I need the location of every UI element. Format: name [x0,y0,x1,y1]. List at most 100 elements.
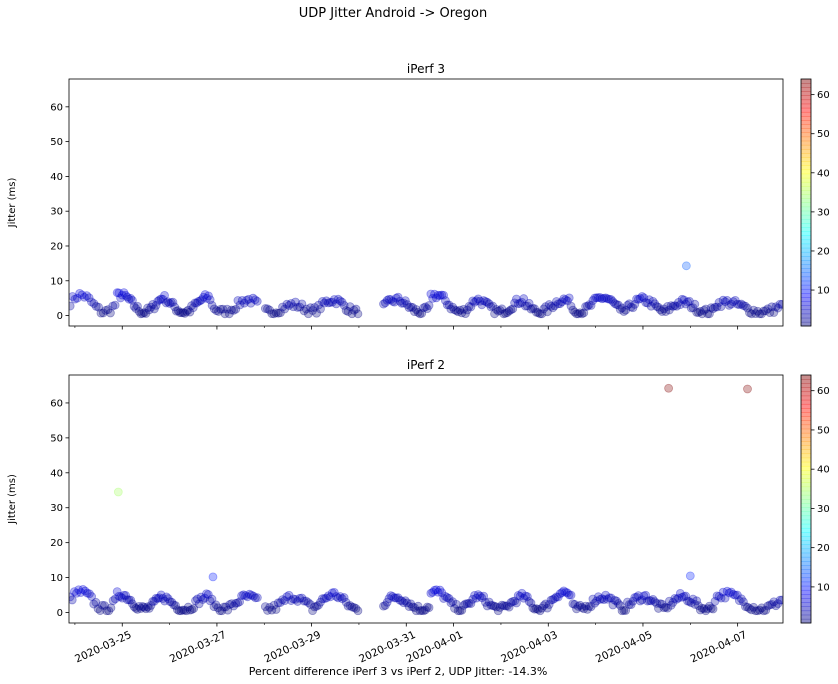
data-point [215,606,225,616]
data-point [235,597,245,607]
data-point [144,305,154,315]
data-point [437,588,447,598]
data-point [205,295,215,305]
outlier-point [664,383,674,393]
data-point [175,308,185,317]
data-point [701,304,711,314]
data-point [777,595,783,605]
data-point [195,296,205,306]
data-point [728,297,738,307]
data-point [695,605,705,615]
data-point [759,606,769,616]
data-point [314,300,323,310]
data-point [227,305,236,315]
colorbar-segment [801,260,811,265]
colorbar-segment [801,198,811,203]
data-point [108,301,118,311]
data-point [623,597,632,607]
data-point [337,297,347,307]
data-point [708,304,718,314]
colorbar-segment [801,614,811,620]
data-point [321,296,331,306]
axes-frame [68,78,784,327]
points-group [69,261,783,319]
data-point [690,600,700,609]
colorbar-tick-label: 50 [817,129,830,140]
data-point [431,585,441,595]
colorbar-segment [801,523,811,529]
colorbar-segment [801,120,811,125]
colorbar-segment [801,561,811,566]
data-point [339,300,349,310]
data-point [606,295,616,304]
data-point [741,602,750,612]
data-point [194,599,204,609]
colorbar-segment [801,482,811,488]
colorbar-segment [801,87,811,92]
colorbar-segment [801,284,811,290]
y-tick-label: 10 [50,276,63,287]
data-point [751,309,760,319]
data-point [724,588,734,598]
colorbar-segment [801,107,811,113]
data-point [79,292,89,302]
data-point [726,299,736,309]
colorbar-segment [801,95,811,101]
data-point [552,592,561,602]
data-point [451,599,461,609]
colorbar-segment [801,83,811,88]
data-point [745,604,754,613]
panel-title: iPerf 2 [407,358,445,372]
data-point [763,304,773,314]
data-point [566,590,576,600]
data-point [579,604,589,614]
data-point [573,309,583,319]
data-point [710,302,720,312]
data-point [694,601,703,611]
data-point [630,593,640,602]
colorbar-segment [801,227,811,232]
data-point [624,600,634,609]
data-point [167,597,177,607]
data-point [464,301,474,311]
data-point [353,606,363,616]
data-point [615,304,625,314]
data-point [475,296,485,306]
data-point [606,593,616,603]
data-point [524,597,534,606]
data-point [632,592,641,602]
colorbar-segment [801,552,811,558]
data-point [473,590,483,600]
data-point [767,302,777,312]
data-point [544,600,554,609]
data-point [664,596,674,606]
data-point [749,602,758,612]
data-point [129,602,139,612]
data-point [84,293,94,303]
data-point [668,598,678,607]
colorbar-segment [801,511,811,517]
data-point [312,308,321,318]
data-point [200,290,210,299]
data-point [493,606,503,616]
data-point [703,604,712,614]
y-tick-label: 40 [50,468,63,479]
data-point [481,597,490,607]
data-point [564,590,574,600]
x-tick-label: 2020-04-07 [689,629,749,666]
colorbar-segment [801,577,811,583]
data-point [570,600,580,609]
data-point [533,605,543,614]
colorbar-tick-label: 50 [817,425,830,436]
data-point [579,308,589,318]
colorbar-segment [801,408,811,413]
data-point [87,297,96,307]
data-point [112,288,122,298]
data-point [747,309,756,319]
data-point [80,586,90,596]
data-point [708,604,718,614]
data-point [470,590,479,600]
data-point [718,587,728,597]
data-point [329,587,339,597]
data-point [705,601,714,611]
